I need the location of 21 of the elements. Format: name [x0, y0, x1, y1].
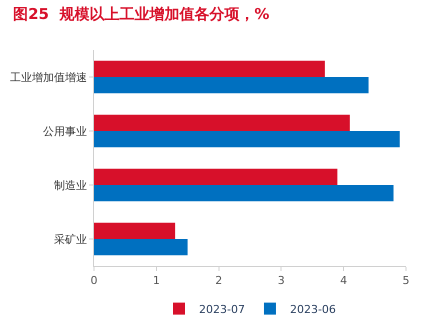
- legend-label: 2023-07: [199, 302, 245, 316]
- x-tick-label: 3: [278, 274, 285, 288]
- x-tick-label: 1: [152, 274, 160, 288]
- bar: [94, 77, 369, 94]
- bar: [94, 131, 400, 148]
- y-tick-label: 制造业: [54, 178, 87, 192]
- bar: [94, 222, 176, 239]
- x-tick-label: 2: [215, 274, 222, 288]
- bar: [94, 185, 394, 202]
- y-tick-label: 公用事业: [42, 124, 87, 138]
- bar: [94, 168, 338, 185]
- bar: [94, 60, 325, 77]
- y-tick-label: 工业增加值增速: [10, 70, 87, 84]
- chart-title: 图25 规模以上工业增加值各分项，%: [13, 4, 270, 23]
- x-tick-label: 4: [340, 274, 348, 288]
- x-tick-label: 0: [90, 274, 98, 288]
- legend-label: 2023-06: [290, 302, 336, 316]
- y-tick-label: 采矿业: [54, 232, 87, 246]
- x-tick-label: 5: [402, 274, 410, 288]
- bar: [94, 114, 350, 131]
- bar: [94, 239, 188, 256]
